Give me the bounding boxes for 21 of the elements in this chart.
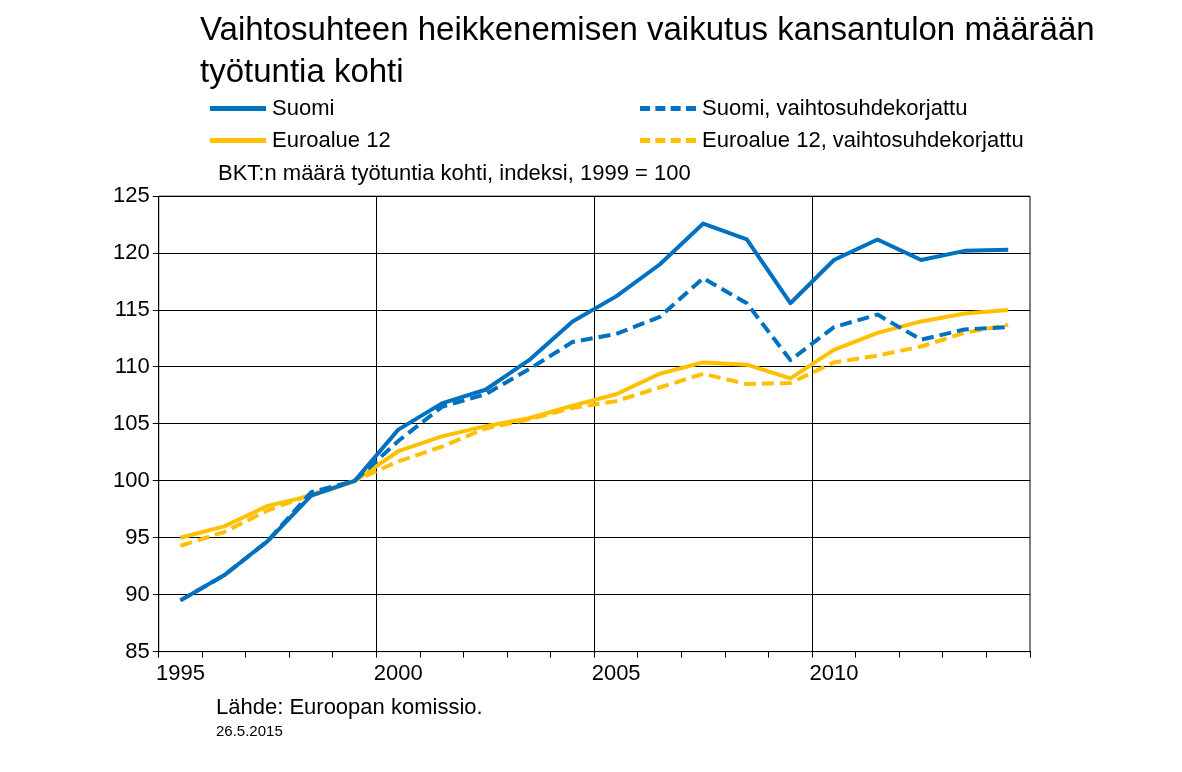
y-tick-label: 110 <box>114 353 150 379</box>
text: 26.5.2015 <box>216 722 284 739</box>
legend-label: Suomi, vaihtosuhdekorjattu <box>702 95 968 121</box>
y-tick-label: 90 <box>125 580 150 606</box>
x-tick-label: 2000 <box>373 659 423 685</box>
legend-label: Euroalue 12, vaihtosuhdekorjattu <box>702 127 1024 153</box>
y-tick-label: 105 <box>112 409 150 435</box>
x-tick-label: 1995 <box>156 659 205 685</box>
y-tick-label: 100 <box>112 466 150 492</box>
y-tick-label: 85 <box>125 637 150 663</box>
text: Lähde: Euroopan komissio. <box>216 694 483 720</box>
x-tick-label: 2010 <box>809 659 859 685</box>
y-axis-title: BKT:n määrä työtuntia kohti, indeksi, 1999 = 100 <box>218 160 691 186</box>
y-tick-label: 95 <box>125 523 150 549</box>
chart-title: Vaihtosuhteen heikkenemisen vaikutus kansantulon määrään työtuntia kohti <box>200 9 1096 91</box>
y-tick-label: 115 <box>114 296 150 322</box>
x-tick-label: 2005 <box>591 659 641 685</box>
legend-label: Suomi <box>272 95 335 121</box>
y-tick-label: 120 <box>112 239 150 265</box>
legend-label: Euroalue 12 <box>272 127 391 153</box>
y-tick-label: 125 <box>112 182 150 208</box>
